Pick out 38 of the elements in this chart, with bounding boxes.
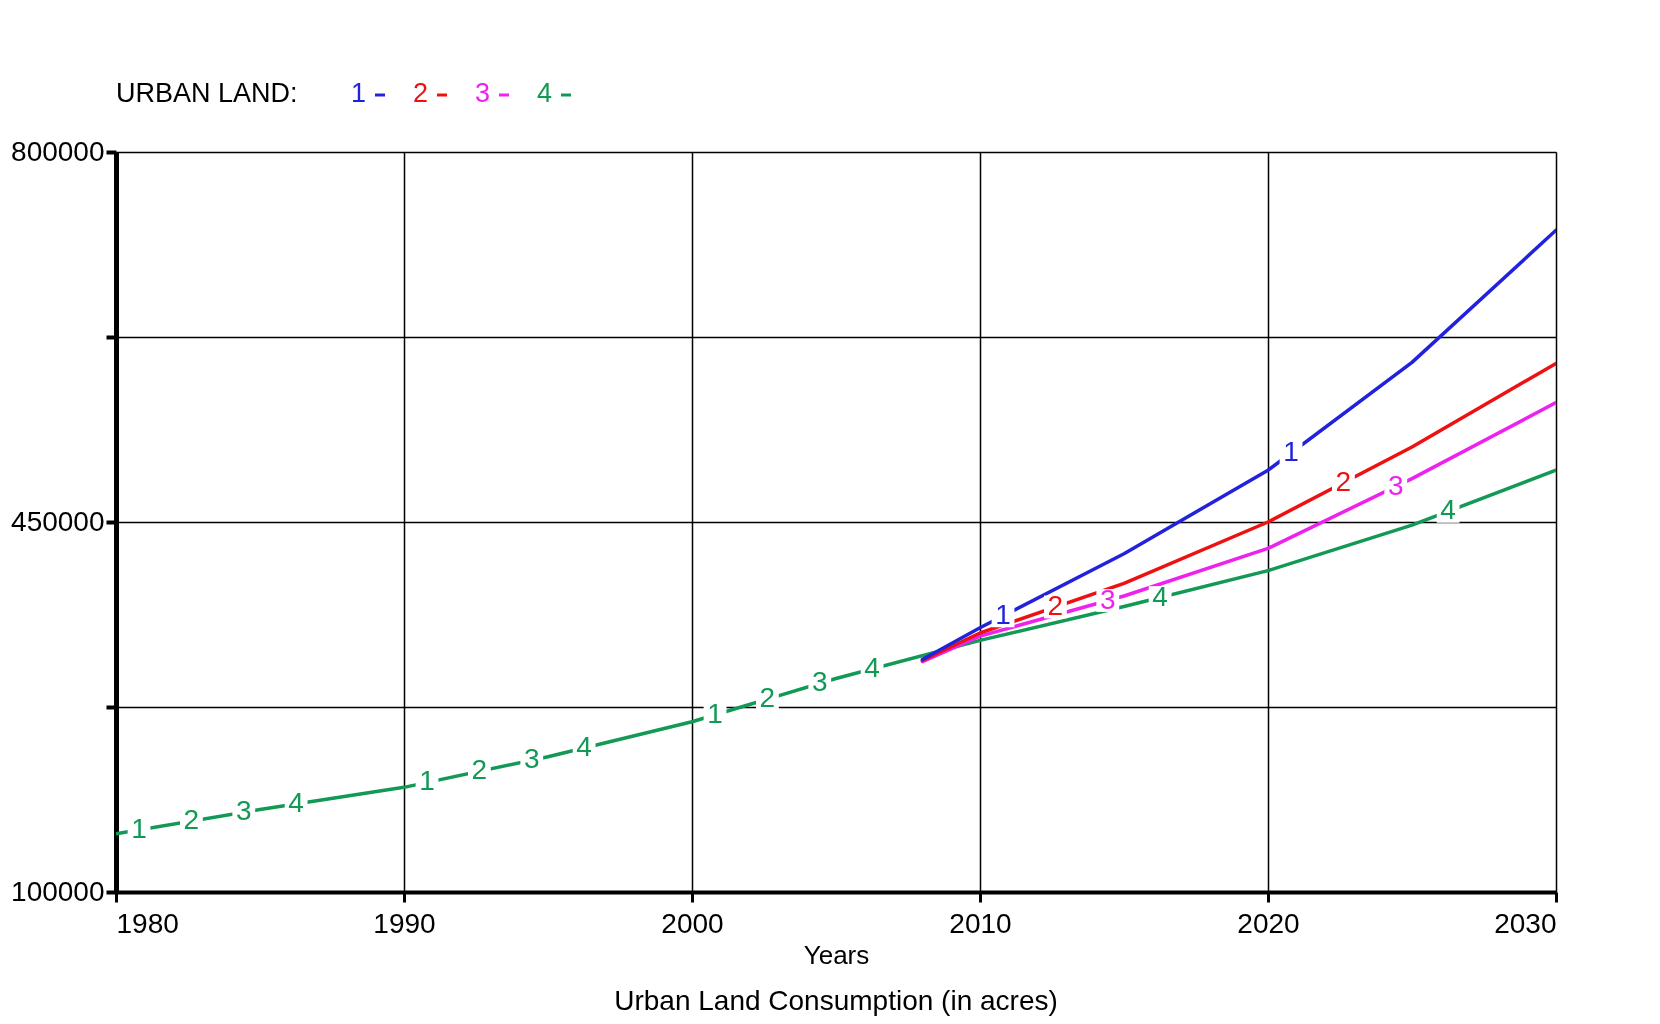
y-tick-label: 800000 (11, 135, 105, 167)
text: 1 (1283, 435, 1299, 467)
x-tick-label: 2020 (1237, 907, 1300, 939)
text: 4 (864, 651, 880, 683)
x-axis-title: Years (803, 939, 870, 970)
text: 4 (288, 786, 304, 818)
y-tick-label: 450000 (11, 505, 105, 537)
legend-label: 1 (351, 78, 367, 108)
legend-label: 4 (537, 78, 553, 108)
text: 1 (707, 697, 723, 729)
text: 2 (759, 682, 776, 714)
x-tick-label: 2010 (949, 907, 1012, 939)
text: Urban Land Consumption (in acres) (614, 985, 1058, 1016)
text: 3 (811, 666, 828, 698)
text: 4 (576, 730, 592, 762)
text: 3 (1099, 583, 1116, 615)
line-series (920, 228, 1556, 662)
x-tick-label: 2030 (1494, 907, 1557, 939)
line-series (116, 468, 1556, 836)
x-tick-label: 1980 (116, 907, 179, 939)
legend-label: 3 (475, 78, 491, 108)
text: 2 (471, 754, 488, 786)
text: 4 (1152, 580, 1168, 612)
text: 2 (183, 804, 200, 836)
text: 1 (419, 765, 435, 797)
x-tick-label: 1990 (373, 907, 436, 939)
text: 2 (1335, 465, 1352, 497)
text: 3 (1387, 469, 1404, 501)
text: 2 (1047, 589, 1064, 621)
text: 1 (995, 598, 1011, 630)
text: 3 (235, 795, 252, 827)
text: 3 (523, 743, 540, 775)
legend-label: 2 (413, 78, 429, 108)
x-tick-label: 2000 (661, 907, 724, 939)
legend-title: URBAN LAND: (116, 78, 298, 108)
text: 4 (1440, 494, 1456, 526)
text: 1 (131, 812, 147, 844)
y-tick-label: 100000 (11, 875, 105, 907)
